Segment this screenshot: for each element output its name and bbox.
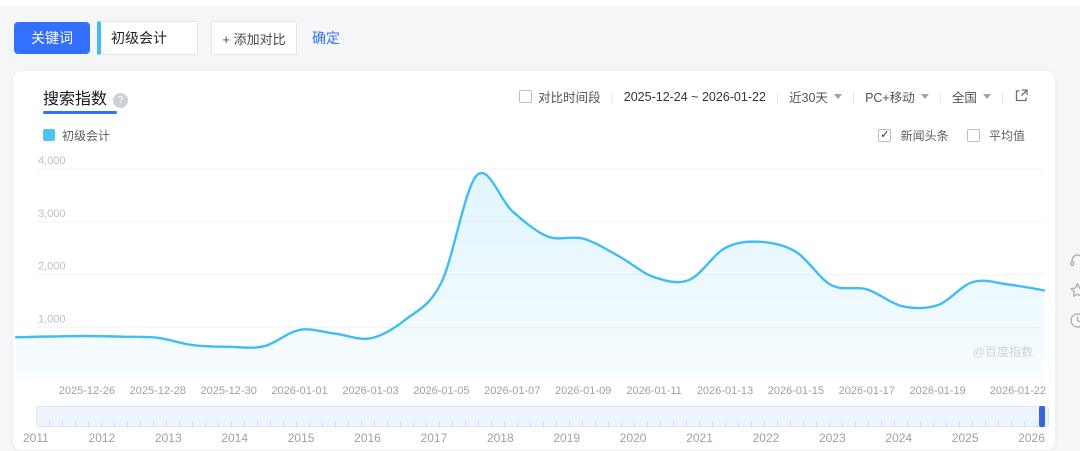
- x-axis-tick-label: 2026-01-22: [990, 385, 1046, 397]
- clock-icon[interactable]: [1069, 312, 1080, 329]
- chevron-down-icon: [920, 94, 929, 99]
- date-range-picker[interactable]: 2025-12-24 ~ 2026-01-22: [623, 89, 766, 104]
- timeline-year-label: 2014: [221, 431, 249, 445]
- x-axis-tick-label: 2026-01-11: [626, 385, 681, 397]
- region-dropdown[interactable]: 全国: [952, 87, 991, 106]
- series-line: [14, 171, 1046, 349]
- timeline-year-label: 2022: [752, 431, 780, 445]
- headset-icon[interactable]: [1069, 252, 1080, 269]
- average-checkbox[interactable]: [966, 128, 980, 142]
- timeline-year-label: 2016: [354, 431, 381, 445]
- average-label: 平均值: [988, 128, 1025, 143]
- x-axis-tick-label: 2026-01-15: [768, 385, 824, 397]
- x-axis-tick-label: 2026-01-03: [342, 385, 398, 397]
- chevron-down-icon: [833, 94, 842, 99]
- news-checkbox[interactable]: [878, 128, 892, 142]
- overlay-options: 新闻头条 平均值: [878, 127, 1025, 143]
- help-icon[interactable]: ?: [113, 93, 129, 108]
- timeline-year-label: 2013: [154, 431, 182, 445]
- x-axis-tick-label: 2026-01-01: [271, 385, 327, 397]
- keyword-toolbar: 关键词 + 添加对比 确定: [14, 21, 340, 55]
- x-axis-tick-label: 2026-01-09: [555, 385, 611, 397]
- top-strip: [0, 0, 1080, 6]
- keyword-input[interactable]: [97, 21, 198, 55]
- confirm-button[interactable]: 确定: [312, 30, 340, 46]
- timeline-year-label: 2024: [885, 431, 913, 445]
- separator: |: [775, 89, 780, 104]
- tab-search-index-label: 搜索指数: [43, 91, 108, 108]
- compare-period-label: 对比时间段: [538, 91, 601, 105]
- y-axis-tick-label: 3,000: [38, 208, 66, 220]
- watermark: @百度指数: [972, 345, 1033, 359]
- x-axis-tick-label: 2025-12-28: [130, 385, 186, 397]
- y-axis-tick-label: 4,000: [38, 155, 66, 167]
- x-axis-tick-label: 2026-01-13: [697, 385, 753, 397]
- timeline-year-label: 2015: [287, 431, 315, 445]
- keyword-button[interactable]: 关键词: [14, 22, 90, 54]
- series-area: [16, 173, 1044, 380]
- timeline-year-label: 2012: [88, 431, 116, 445]
- timeline-year-label: 2023: [818, 431, 846, 445]
- panel-header: 搜索指数? 对比时间段 | 2025-12-24 ~ 2026-01-22 | …: [13, 85, 1055, 119]
- external-link-icon[interactable]: [1014, 88, 1029, 106]
- series-legend[interactable]: 初级会计: [43, 127, 110, 143]
- add-compare-button[interactable]: + 添加对比: [211, 21, 297, 55]
- timeline-year-label: 2025: [951, 431, 979, 445]
- time-range-value: 近30天: [789, 91, 828, 105]
- timeline-year-label: 2017: [420, 431, 448, 445]
- timeline-year-label: 2021: [686, 431, 713, 445]
- x-axis-tick-label: 2025-12-26: [59, 385, 115, 397]
- time-range-dropdown[interactable]: 近30天: [789, 87, 842, 106]
- x-axis-tick-label: 2026-01-17: [839, 385, 895, 397]
- x-axis-tick-label: 2026-01-19: [910, 385, 966, 397]
- trend-chart[interactable]: 1,000 2,000 3,000 4,000 2025-12-26 2025-12-28…: [14, 151, 1048, 399]
- average-toggle[interactable]: 平均值: [966, 127, 1025, 144]
- series-color-swatch: [43, 129, 55, 141]
- timeline-slider[interactable]: [36, 406, 1049, 427]
- search-index-panel: 搜索指数? 对比时间段 | 2025-12-24 ~ 2026-01-22 | …: [12, 70, 1056, 451]
- side-rail: [1062, 252, 1080, 352]
- compare-period-checkbox[interactable]: [519, 90, 533, 103]
- timeline-year-label: 2026: [1018, 431, 1045, 445]
- chart-controls: 对比时间段 | 2025-12-24 ~ 2026-01-22 | 近30天 |…: [519, 87, 1029, 106]
- compare-period-toggle[interactable]: 对比时间段: [519, 87, 601, 106]
- separator: |: [938, 89, 942, 104]
- x-axis-tick-label: 2026-01-05: [413, 385, 469, 397]
- separator: |: [1000, 89, 1004, 104]
- timeline-year-label: 2011: [23, 431, 49, 445]
- timeline-year-label: 2019: [553, 431, 581, 445]
- platform-dropdown[interactable]: PC+移动: [865, 87, 929, 106]
- separator: |: [610, 89, 614, 104]
- timeline-slider-handle[interactable]: [1039, 406, 1045, 427]
- tab-active-underline: [43, 111, 117, 114]
- timeline-year-label: 2018: [486, 431, 514, 445]
- legend-row: 初级会计 新闻头条 平均值: [43, 127, 1025, 143]
- chevron-down-icon: [982, 94, 991, 99]
- platform-value: PC+移动: [865, 91, 915, 105]
- region-value: 全国: [951, 91, 977, 105]
- news-toggle[interactable]: 新闻头条: [878, 127, 949, 144]
- tab-search-index[interactable]: 搜索指数?: [43, 85, 129, 114]
- star-icon[interactable]: [1069, 282, 1080, 299]
- timeline-year-label: 2020: [619, 431, 647, 445]
- x-axis-tick-label: 2025-12-30: [201, 385, 257, 397]
- timeline-year-axis: 2011 2012 2013 2014 2015 2016 2017 2018 2019 2020…: [23, 431, 1045, 445]
- y-axis-tick-label: 1,000: [38, 313, 66, 325]
- news-label: 新闻头条: [900, 128, 949, 143]
- series-legend-label: 初级会计: [62, 128, 111, 143]
- y-axis-tick-label: 2,000: [38, 261, 66, 273]
- separator: |: [851, 89, 856, 104]
- x-axis-tick-label: 2026-01-07: [484, 385, 540, 397]
